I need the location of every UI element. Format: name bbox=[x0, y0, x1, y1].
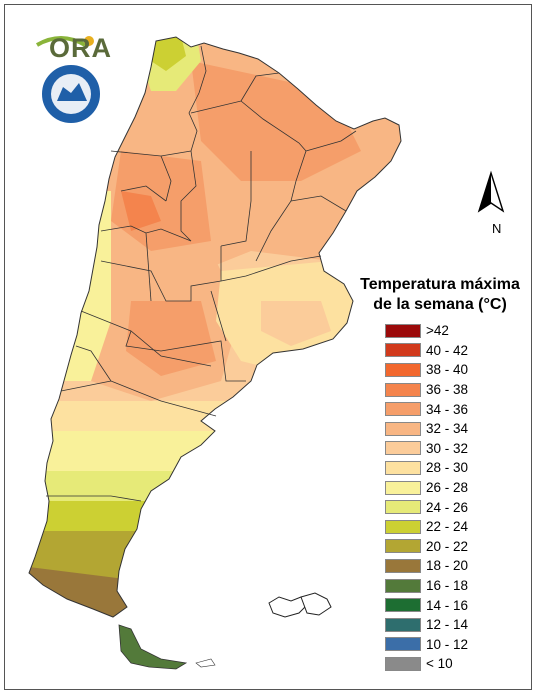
legend-swatch bbox=[385, 578, 421, 593]
smn-seal-mountain-icon bbox=[57, 83, 87, 101]
legend-label: 18 - 20 bbox=[426, 558, 469, 574]
legend-item: 38 - 40 bbox=[385, 360, 468, 380]
legend-swatch bbox=[385, 480, 421, 495]
tierra-del-fuego bbox=[118, 624, 188, 670]
legend-label: 38 - 40 bbox=[426, 362, 469, 378]
legend-swatch bbox=[385, 519, 421, 534]
legend-item: 28 - 30 bbox=[385, 458, 468, 478]
legend-label: 28 - 30 bbox=[426, 460, 469, 476]
legend-label: 30 - 32 bbox=[426, 440, 469, 456]
legend-item: 36 - 38 bbox=[385, 380, 468, 400]
legend-swatch bbox=[385, 598, 421, 613]
legend-label: >42 bbox=[426, 323, 449, 339]
legend-item: >42 bbox=[385, 321, 468, 341]
legend-label: 32 - 34 bbox=[426, 421, 469, 437]
legend-swatch bbox=[385, 362, 421, 377]
legend-swatch bbox=[385, 656, 421, 671]
north-arrow-fill-icon bbox=[479, 173, 491, 211]
legend-item: 18 - 20 bbox=[385, 556, 468, 576]
ora-logo: ORA bbox=[49, 33, 112, 63]
ora-logo-arc-icon bbox=[35, 36, 87, 47]
legend-swatch bbox=[385, 460, 421, 475]
province-boundaries bbox=[46, 45, 357, 502]
legend-list: >42 40 - 42 38 - 40 36 - 38 34 - 36 32 - 34 30… bbox=[385, 321, 468, 674]
legend-label: 36 - 38 bbox=[426, 382, 469, 398]
legend-label: 24 - 26 bbox=[426, 499, 469, 515]
legend-title: Temperatura máxima de la semana (°C) bbox=[345, 275, 531, 315]
malvinas-islands bbox=[268, 592, 332, 618]
north-label: N bbox=[492, 221, 502, 236]
legend-item: < 10 bbox=[385, 654, 468, 674]
legend-swatch bbox=[385, 539, 421, 554]
legend-label: 26 - 28 bbox=[426, 480, 469, 496]
legend-label: < 10 bbox=[426, 656, 453, 672]
legend-swatch bbox=[385, 323, 421, 338]
legend-label: 22 - 24 bbox=[426, 519, 469, 535]
legend-label: 34 - 36 bbox=[426, 401, 469, 417]
legend-label: 14 - 16 bbox=[426, 597, 469, 613]
temperature-bands bbox=[29, 37, 401, 617]
legend-label: 20 - 22 bbox=[426, 538, 469, 554]
legend-title-line1: Temperatura máxima bbox=[360, 276, 520, 293]
legend-item: 26 - 28 bbox=[385, 478, 468, 498]
legend-swatch bbox=[385, 558, 421, 573]
argentina-outline bbox=[28, 36, 402, 618]
legend-item: 40 - 42 bbox=[385, 341, 468, 361]
ora-logo-sun-icon bbox=[84, 36, 94, 46]
legend-swatch bbox=[385, 402, 421, 417]
legend-item: 16 - 18 bbox=[385, 576, 468, 596]
legend-item: 34 - 36 bbox=[385, 399, 468, 419]
legend-label: 16 - 18 bbox=[426, 578, 469, 594]
legend-swatch bbox=[385, 382, 421, 397]
legend-item: 32 - 34 bbox=[385, 419, 468, 439]
legend-swatch bbox=[385, 637, 421, 652]
legend-swatch bbox=[385, 343, 421, 358]
legend-item: 10 - 12 bbox=[385, 635, 468, 655]
legend-item: 30 - 32 bbox=[385, 439, 468, 459]
legend-label: 10 - 12 bbox=[426, 636, 469, 652]
legend-item: 24 - 26 bbox=[385, 497, 468, 517]
argentina-temperature-map bbox=[28, 36, 505, 670]
legend-swatch bbox=[385, 500, 421, 515]
legend-item: 22 - 24 bbox=[385, 517, 468, 537]
legend-swatch bbox=[385, 421, 421, 436]
legend-title-line2: de la semana (°C) bbox=[373, 296, 507, 313]
legend-swatch bbox=[385, 617, 421, 632]
legend-swatch bbox=[385, 441, 421, 456]
legend-label: 40 - 42 bbox=[426, 342, 469, 358]
legend-label: 12 - 14 bbox=[426, 617, 469, 633]
legend-item: 12 - 14 bbox=[385, 615, 468, 635]
legend-item: 20 - 22 bbox=[385, 537, 468, 557]
legend-item: 14 - 16 bbox=[385, 595, 468, 615]
map-frame: ORA N Temperatura máxima de la semana (°… bbox=[4, 4, 532, 690]
isla-de-los-estados bbox=[195, 658, 216, 668]
